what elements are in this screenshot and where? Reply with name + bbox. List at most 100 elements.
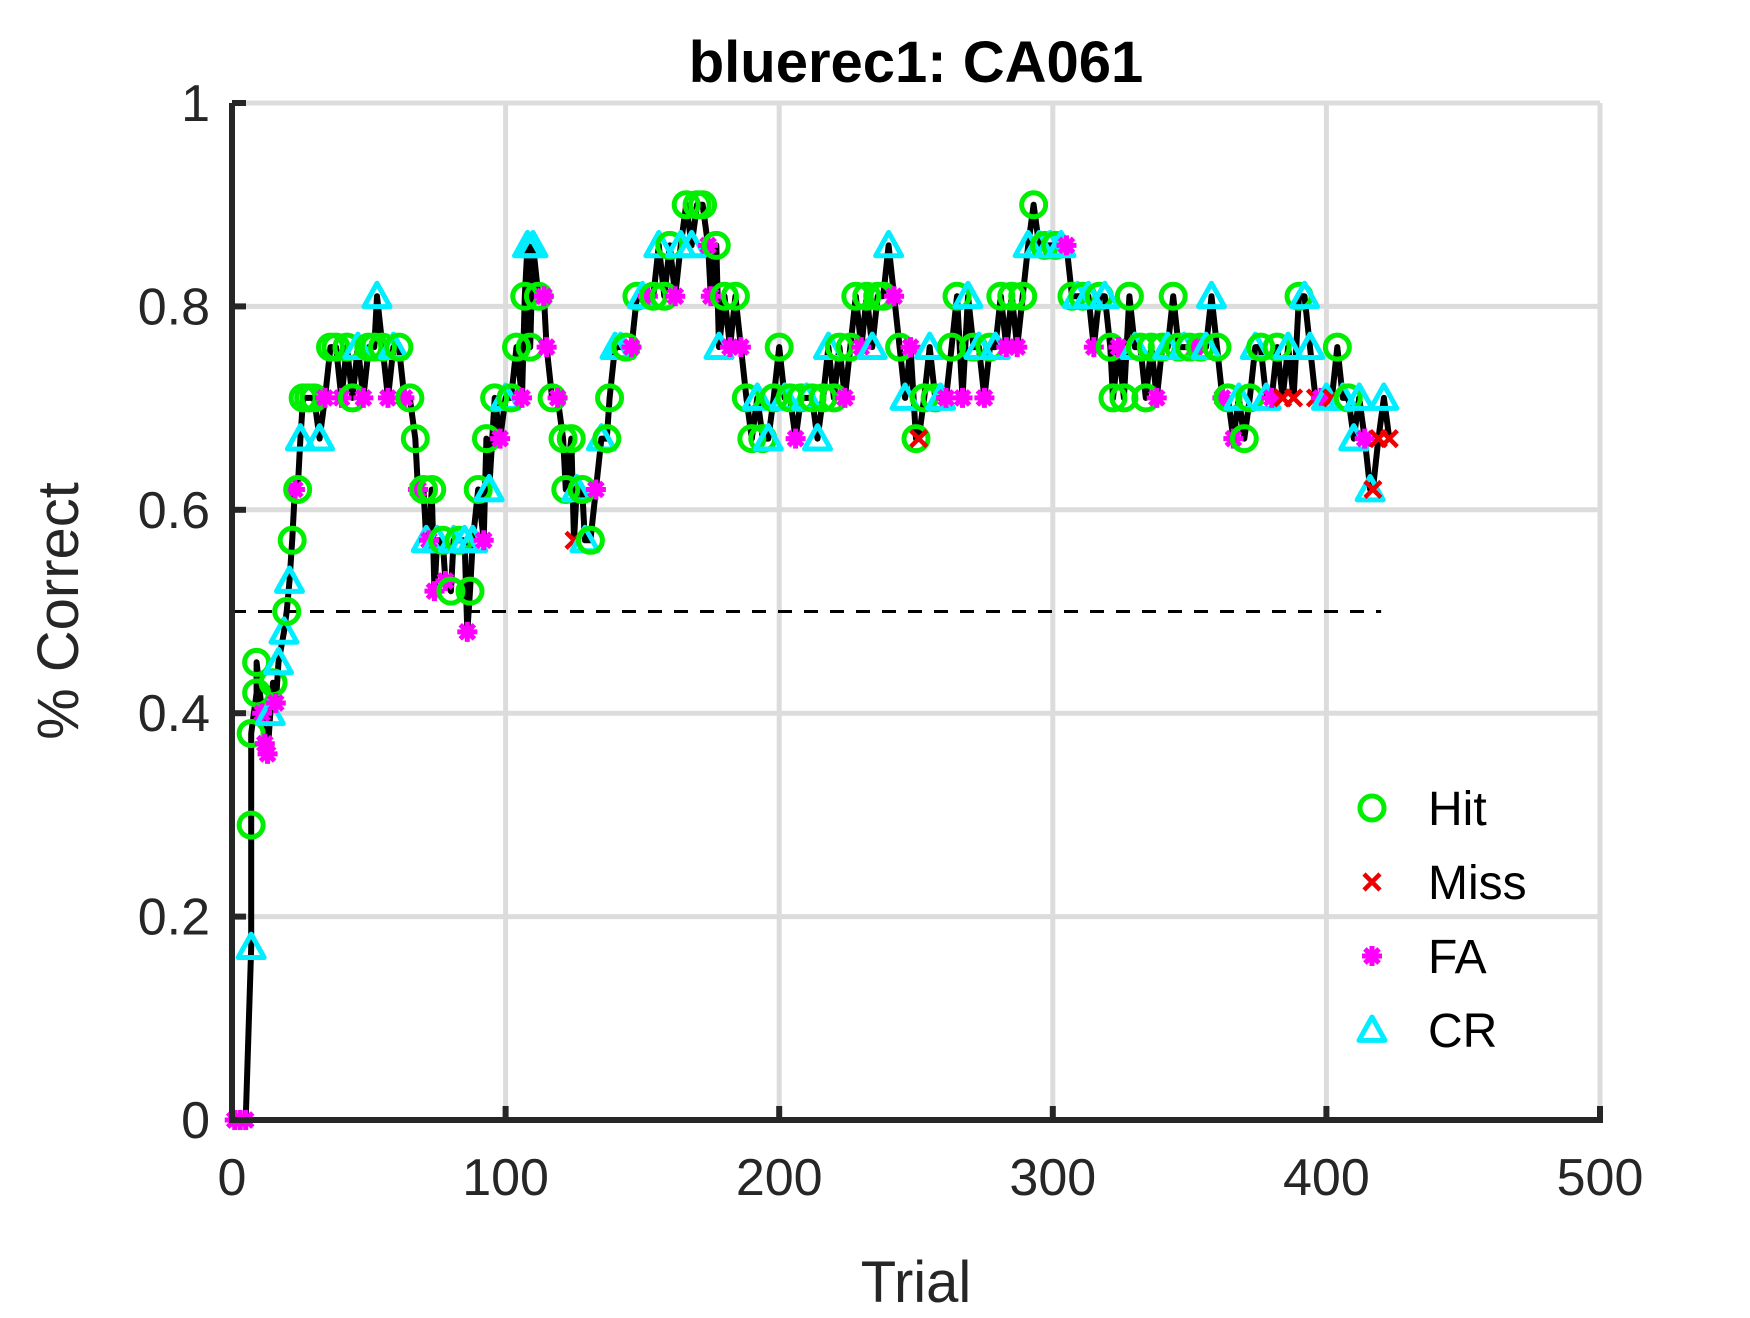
hit-marker [709,281,739,311]
cr-marker [963,331,995,360]
x-tick-label: 400 [1283,1149,1370,1207]
fa-marker [936,387,957,408]
hit-marker [384,332,414,362]
fa-marker [257,743,278,764]
x-tick-label: 300 [1009,1149,1096,1207]
fa-marker [536,337,557,358]
cr-marker [361,280,393,310]
fa-marker [585,479,606,500]
cr-marker [517,229,549,259]
hit-marker [1202,332,1232,362]
fa-marker [1146,387,1167,408]
cr-marker [1223,382,1255,411]
legend-item: Hit [1357,783,1487,836]
hit-marker [701,230,731,260]
fa-marker [547,387,568,408]
fa-marker [254,733,275,754]
cr-marker [752,423,784,452]
cr-marker [268,616,300,645]
legend-marker-miss [1362,872,1382,892]
legend-label: FA [1428,931,1487,984]
fa-marker [1261,387,1282,408]
cr-marker [473,473,505,503]
fa-marker [637,286,658,307]
hit-marker [236,810,266,840]
hit-marker [1008,281,1038,311]
fa-marker [974,387,995,408]
cr-marker [273,565,305,594]
fa-marker [512,387,533,408]
cr-marker [1294,331,1326,360]
legend-label: CR [1428,1005,1497,1058]
miss-marker [909,429,929,449]
cr-marker [1343,382,1375,411]
fa-marker [730,337,751,358]
hit-marker [272,597,302,626]
fa-marker [621,337,642,358]
hit-marker [409,474,439,504]
miss-marker [1379,429,1399,449]
hit-marker [595,383,625,413]
hit-marker [395,383,425,413]
y-tick-label: 0.2 [138,889,210,947]
cr-marker [1289,280,1321,310]
fa-marker [377,387,398,408]
legend-item: FA [1362,931,1487,984]
cr-marker [1272,331,1304,360]
miss-marker [1363,479,1383,500]
hit-marker [400,424,430,454]
hit-marker [548,424,578,454]
fa-marker [665,286,686,307]
y-tick-label: 0.4 [138,685,210,743]
hit-marker [283,474,313,504]
hit-marker [1246,332,1276,362]
hit-marker [1158,281,1188,311]
legend-item: CR [1356,1005,1497,1058]
hit-marker [277,525,307,555]
y-tick-label: 1 [181,75,210,133]
cr-marker [914,331,946,360]
fa-marker [1056,235,1077,256]
cr-marker [1195,280,1227,310]
hit-marker [592,424,622,454]
hit-marker [901,424,931,454]
hit-marker [1229,424,1259,454]
legend-marker-cr [1356,1014,1388,1043]
fa-marker [834,387,855,408]
fa-marker [900,337,921,358]
hit-marker [852,281,882,311]
cr-marker [1072,280,1104,310]
cr-marker [873,229,905,259]
fa-marker [1354,428,1375,449]
legend: Hit Miss FA CR [1356,783,1527,1058]
fa-marker [785,428,806,449]
fa-marker [315,387,336,408]
fa-marker [698,235,719,256]
fa-marker [1083,337,1104,358]
x-tick-label: 0 [218,1149,247,1207]
hit-marker [1019,190,1049,220]
chart-title: bluerec1: CA061 [689,30,1144,95]
fa-marker [952,387,973,408]
cr-marker [1152,331,1184,360]
x-tick-label: 500 [1557,1149,1644,1207]
fa-marker [851,337,872,358]
hit-marker [556,424,586,454]
x-axis-label: Trial [861,1250,972,1313]
cr-marker [235,931,267,961]
hit-marker [688,190,718,220]
fa-marker [457,621,478,642]
cr-marker [1190,331,1222,360]
hit-marker [997,281,1027,311]
y-tick-label: 0.8 [138,278,210,336]
y-tick-label: 0.6 [138,482,210,540]
hit-marker [417,474,447,504]
legend-marker-fa [1362,946,1382,966]
y-tick-label: 0 [181,1092,210,1150]
cr-marker [284,423,316,452]
markers [224,190,1400,1130]
fa-marker [996,337,1017,358]
hit-marker [671,190,701,220]
hit-marker [1098,383,1128,413]
fa-marker [1108,337,1129,358]
